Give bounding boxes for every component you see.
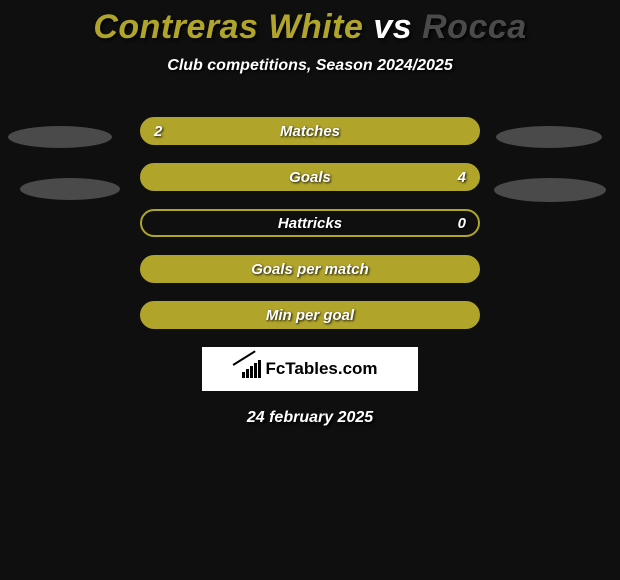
decor-ellipse-left-top <box>8 126 112 148</box>
date-text: 24 february 2025 <box>0 409 620 427</box>
stat-bar-matches: 2 Matches <box>140 117 480 145</box>
page-title: Contreras White vs Rocca <box>0 0 620 47</box>
stat-label: Min per goal <box>266 307 354 324</box>
stat-value-right: 0 <box>458 215 466 232</box>
stat-bar-goals-per-match: Goals per match <box>140 255 480 283</box>
stat-label: Matches <box>280 123 340 140</box>
logo-text: FcTables.com <box>265 359 377 379</box>
stat-bar-goals: Goals 4 <box>140 163 480 191</box>
subtitle: Club competitions, Season 2024/2025 <box>0 57 620 75</box>
stat-bar-min-per-goal: Min per goal <box>140 301 480 329</box>
stat-label: Goals per match <box>251 261 369 278</box>
stat-bar-hattricks: Hattricks 0 <box>140 209 480 237</box>
stat-value-right: 4 <box>458 169 466 186</box>
stat-value-left: 2 <box>154 123 162 140</box>
stat-label: Hattricks <box>278 215 342 232</box>
bar-chart-icon <box>242 360 261 378</box>
vs-text: vs <box>363 8 422 46</box>
decor-ellipse-right-top <box>496 126 602 148</box>
player1-name: Contreras White <box>93 8 363 46</box>
player2-name: Rocca <box>422 8 527 46</box>
decor-ellipse-left-mid <box>20 178 120 200</box>
stat-bars: 2 Matches Goals 4 Hattricks 0 Goals per … <box>0 117 620 329</box>
fctables-logo: FcTables.com <box>202 347 418 391</box>
stat-label: Goals <box>289 169 331 186</box>
decor-ellipse-right-mid <box>494 178 606 202</box>
